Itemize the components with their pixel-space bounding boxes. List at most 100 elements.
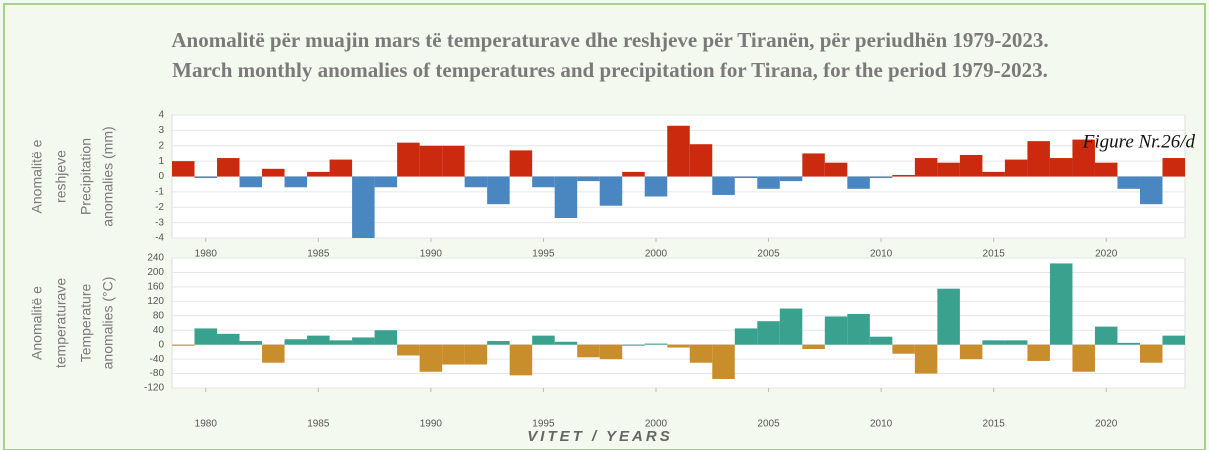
bar: [442, 145, 465, 177]
x-tick-label: 2005: [757, 419, 780, 430]
bar: [397, 142, 420, 177]
bar: [1139, 344, 1163, 363]
y-tick-label: 160: [147, 282, 164, 293]
bar: [937, 288, 960, 345]
bar: [487, 341, 510, 345]
bar: [352, 337, 375, 345]
x-tick-label: 1985: [307, 419, 330, 430]
bar: [1004, 340, 1028, 345]
bar: [1027, 344, 1050, 361]
bar: [397, 344, 420, 356]
bar: [982, 171, 1005, 177]
bar: [1117, 342, 1140, 345]
bar: [847, 176, 870, 189]
bar: [689, 344, 713, 363]
bar: [959, 344, 983, 360]
y-axis-label: anomalies (mm): [100, 126, 116, 226]
y-tick-label: 0: [158, 171, 164, 182]
bar: [802, 153, 825, 177]
y-tick-label: 1: [158, 156, 164, 167]
x-tick-label: 1995: [532, 249, 555, 260]
y-tick-label: -4: [155, 233, 164, 244]
y-tick-label: -120: [144, 383, 164, 394]
figure-label: Figure Nr.26/d: [1082, 131, 1196, 152]
bar: [689, 144, 713, 177]
bar: [352, 176, 375, 238]
plot-area: [171, 257, 1186, 389]
bar: [509, 150, 533, 177]
bar: [712, 344, 735, 379]
x-tick-label: 1995: [532, 419, 555, 430]
bar: [1049, 158, 1073, 177]
x-tick-label: 2000: [645, 419, 668, 430]
y-tick-label: 120: [147, 296, 164, 307]
bar: [194, 328, 218, 345]
bar: [172, 161, 195, 177]
bar: [734, 176, 758, 179]
bar: [532, 176, 555, 188]
bar: [419, 145, 443, 177]
bar: [487, 176, 510, 205]
x-tick-label: 2005: [757, 249, 780, 260]
bar: [599, 344, 623, 360]
bar: [892, 174, 915, 177]
y-axis-label: Anomalitë e: [29, 286, 45, 360]
bar: [937, 162, 960, 177]
bar: [194, 176, 218, 179]
bar: [712, 176, 735, 195]
x-tick-label: 2010: [870, 249, 893, 260]
y-tick-label: -2: [155, 202, 164, 213]
y-axis-label: reshjeve: [53, 150, 69, 203]
bar: [532, 335, 555, 345]
bar: [599, 176, 623, 206]
x-tick-label: 2020: [1095, 419, 1118, 430]
bar: [239, 176, 263, 188]
bar: [914, 344, 938, 374]
y-tick-label: -3: [155, 217, 164, 228]
y-tick-label: 2: [158, 140, 164, 151]
bar: [644, 343, 668, 345]
bar: [374, 330, 398, 345]
bar: [442, 344, 465, 365]
x-tick-label: 1980: [195, 419, 218, 430]
x-tick-label: 2010: [870, 419, 893, 430]
x-tick-label: 1990: [420, 419, 443, 430]
bar: [914, 158, 938, 177]
x-tick-label: 2015: [983, 419, 1006, 430]
bar: [217, 333, 240, 345]
bar: [779, 308, 803, 345]
bar: [802, 344, 825, 349]
bar: [1162, 335, 1185, 345]
bar: [554, 341, 578, 345]
bar: [239, 341, 263, 345]
bar: [509, 344, 533, 376]
bar: [464, 176, 488, 188]
bar: [847, 313, 870, 345]
y-tick-label: 240: [147, 253, 164, 264]
bar: [554, 176, 578, 219]
y-tick-label: 40: [153, 325, 165, 336]
bar: [824, 162, 848, 177]
bar: [824, 316, 848, 345]
y-tick-label: -1: [155, 187, 164, 198]
y-tick-label: 0: [158, 339, 164, 350]
y-axis-label: Anomalitë e: [29, 139, 45, 213]
x-tick-label: 2020: [1095, 249, 1118, 260]
bar: [622, 344, 645, 346]
y-axis-label: temperaturave: [53, 278, 69, 368]
bar: [644, 176, 668, 197]
y-axis-label: anomalies (°C): [100, 277, 116, 370]
x-tick-label: 1980: [195, 249, 218, 260]
bar: [1027, 141, 1050, 177]
bar: [869, 176, 893, 179]
bar: [464, 344, 488, 365]
bar: [262, 168, 285, 177]
bar: [959, 154, 983, 177]
bar: [262, 344, 285, 363]
bar: [284, 176, 308, 188]
bar: [1049, 263, 1073, 345]
bar: [284, 339, 308, 345]
bar: [667, 344, 690, 348]
